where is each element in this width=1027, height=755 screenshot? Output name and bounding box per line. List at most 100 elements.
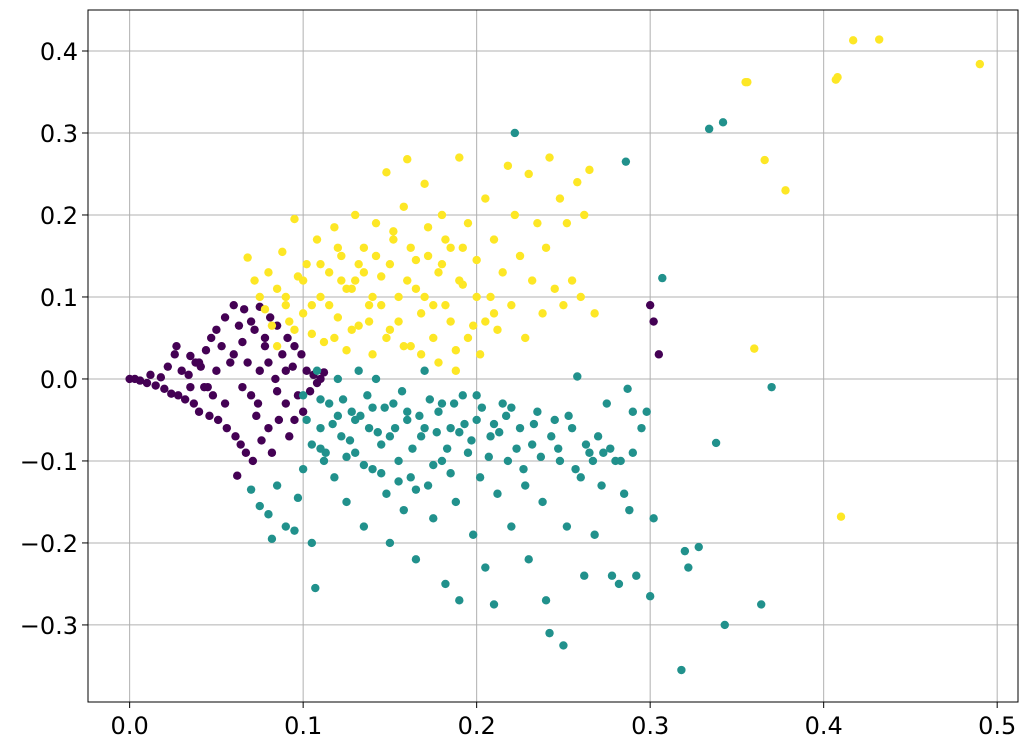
scatter-point [411,255,421,265]
y-axis-ticks: −0.3 −0.2 −0.1 0.0 0.1 0.2 0.3 0.4 [20,38,88,640]
scatter-point [311,583,320,593]
series-2 [243,35,985,521]
scatter-point [515,423,525,433]
scatter-point [399,505,408,515]
scatter-point [472,391,481,400]
scatter-point [174,391,183,400]
scatter-point [597,481,606,490]
scatter-point [373,428,382,437]
scatter-point [337,251,346,261]
scatter-point [468,321,478,330]
scatter-point [307,538,317,548]
scatter-point [467,436,476,445]
scatter-point [307,329,317,339]
scatter-point [585,448,594,457]
y-tick-label: −0.3 [20,612,78,640]
scatter-point [302,366,311,375]
scatter-point [281,399,290,408]
scatter-point [403,407,412,416]
scatter-point [135,376,145,385]
scatter-point [848,36,858,45]
scatter-point [571,464,580,474]
scatter-point [420,179,429,189]
scatter-point [757,600,766,609]
scatter-point [319,368,329,377]
x-tick-label: 0.4 [805,712,843,740]
scatter-point [472,292,481,302]
scatter-point [267,321,277,330]
scatter-point [649,514,658,523]
scatter-point [538,309,547,318]
scatter-point [403,415,412,425]
scatter-point [236,440,245,449]
scatter-point [238,337,247,347]
scatter-point [446,469,455,478]
scatter-point [385,538,395,548]
scatter-point [330,333,339,343]
scatter-point [330,223,339,232]
scatter-point [305,387,315,396]
scatter-point [529,419,539,429]
scatter-point [307,300,317,310]
scatter-point [246,485,256,494]
scatter-point [580,210,589,220]
y-tick-label: 0.2 [40,202,78,230]
scatter-point [406,341,415,351]
scatter-point [555,456,565,466]
scatter-point [364,423,374,433]
scatter-point [281,292,290,302]
scatter-point [274,415,284,425]
scatter-point [458,391,467,400]
scatter-point [616,456,625,466]
scatter-point [368,464,377,474]
scatter-point [293,493,303,503]
scatter-point [680,546,690,556]
scatter-point [316,395,325,404]
scatter-point [521,333,530,343]
scatter-point [645,592,655,601]
scatter-point [573,177,582,187]
scatter-point [420,366,429,375]
scatter-point [677,665,686,675]
scatter-point [743,77,752,87]
scatter-point [562,218,572,228]
scatter-point [486,292,495,302]
scatter-point [564,411,573,421]
scatter-point [642,407,651,416]
scatter-point [351,210,360,220]
scatter-point [212,366,221,375]
scatter-point [264,268,273,277]
scatter-point [328,419,337,429]
scatter-point [524,555,533,564]
scatter-point [260,333,270,343]
scatter-point [342,497,351,507]
scatter-point [189,399,199,408]
scatter-point [338,395,348,404]
scatter-point [316,374,325,384]
scatter-point [333,411,343,421]
scatter-point [288,362,297,371]
scatter-point [403,155,412,164]
scatter-point [371,251,381,261]
scatter-point [481,563,490,572]
scatter-point [377,272,386,281]
scatter-point [481,194,490,203]
scatter-point [654,350,664,359]
scatter-point [628,407,638,416]
scatter-point [416,309,426,318]
scatter-point [243,253,252,262]
data-points [125,35,985,675]
scatter-point [354,366,363,375]
scatter-point [533,407,542,416]
scatter-point [377,300,386,310]
scatter-point [463,333,473,343]
scatter-point [394,477,403,486]
scatter-point [220,399,230,408]
scatter-point [493,489,502,498]
scatter-point [576,473,585,482]
scatter-point [593,432,603,441]
scatter-point [472,415,481,425]
scatter-point [399,202,408,211]
scatter-point [312,366,322,375]
